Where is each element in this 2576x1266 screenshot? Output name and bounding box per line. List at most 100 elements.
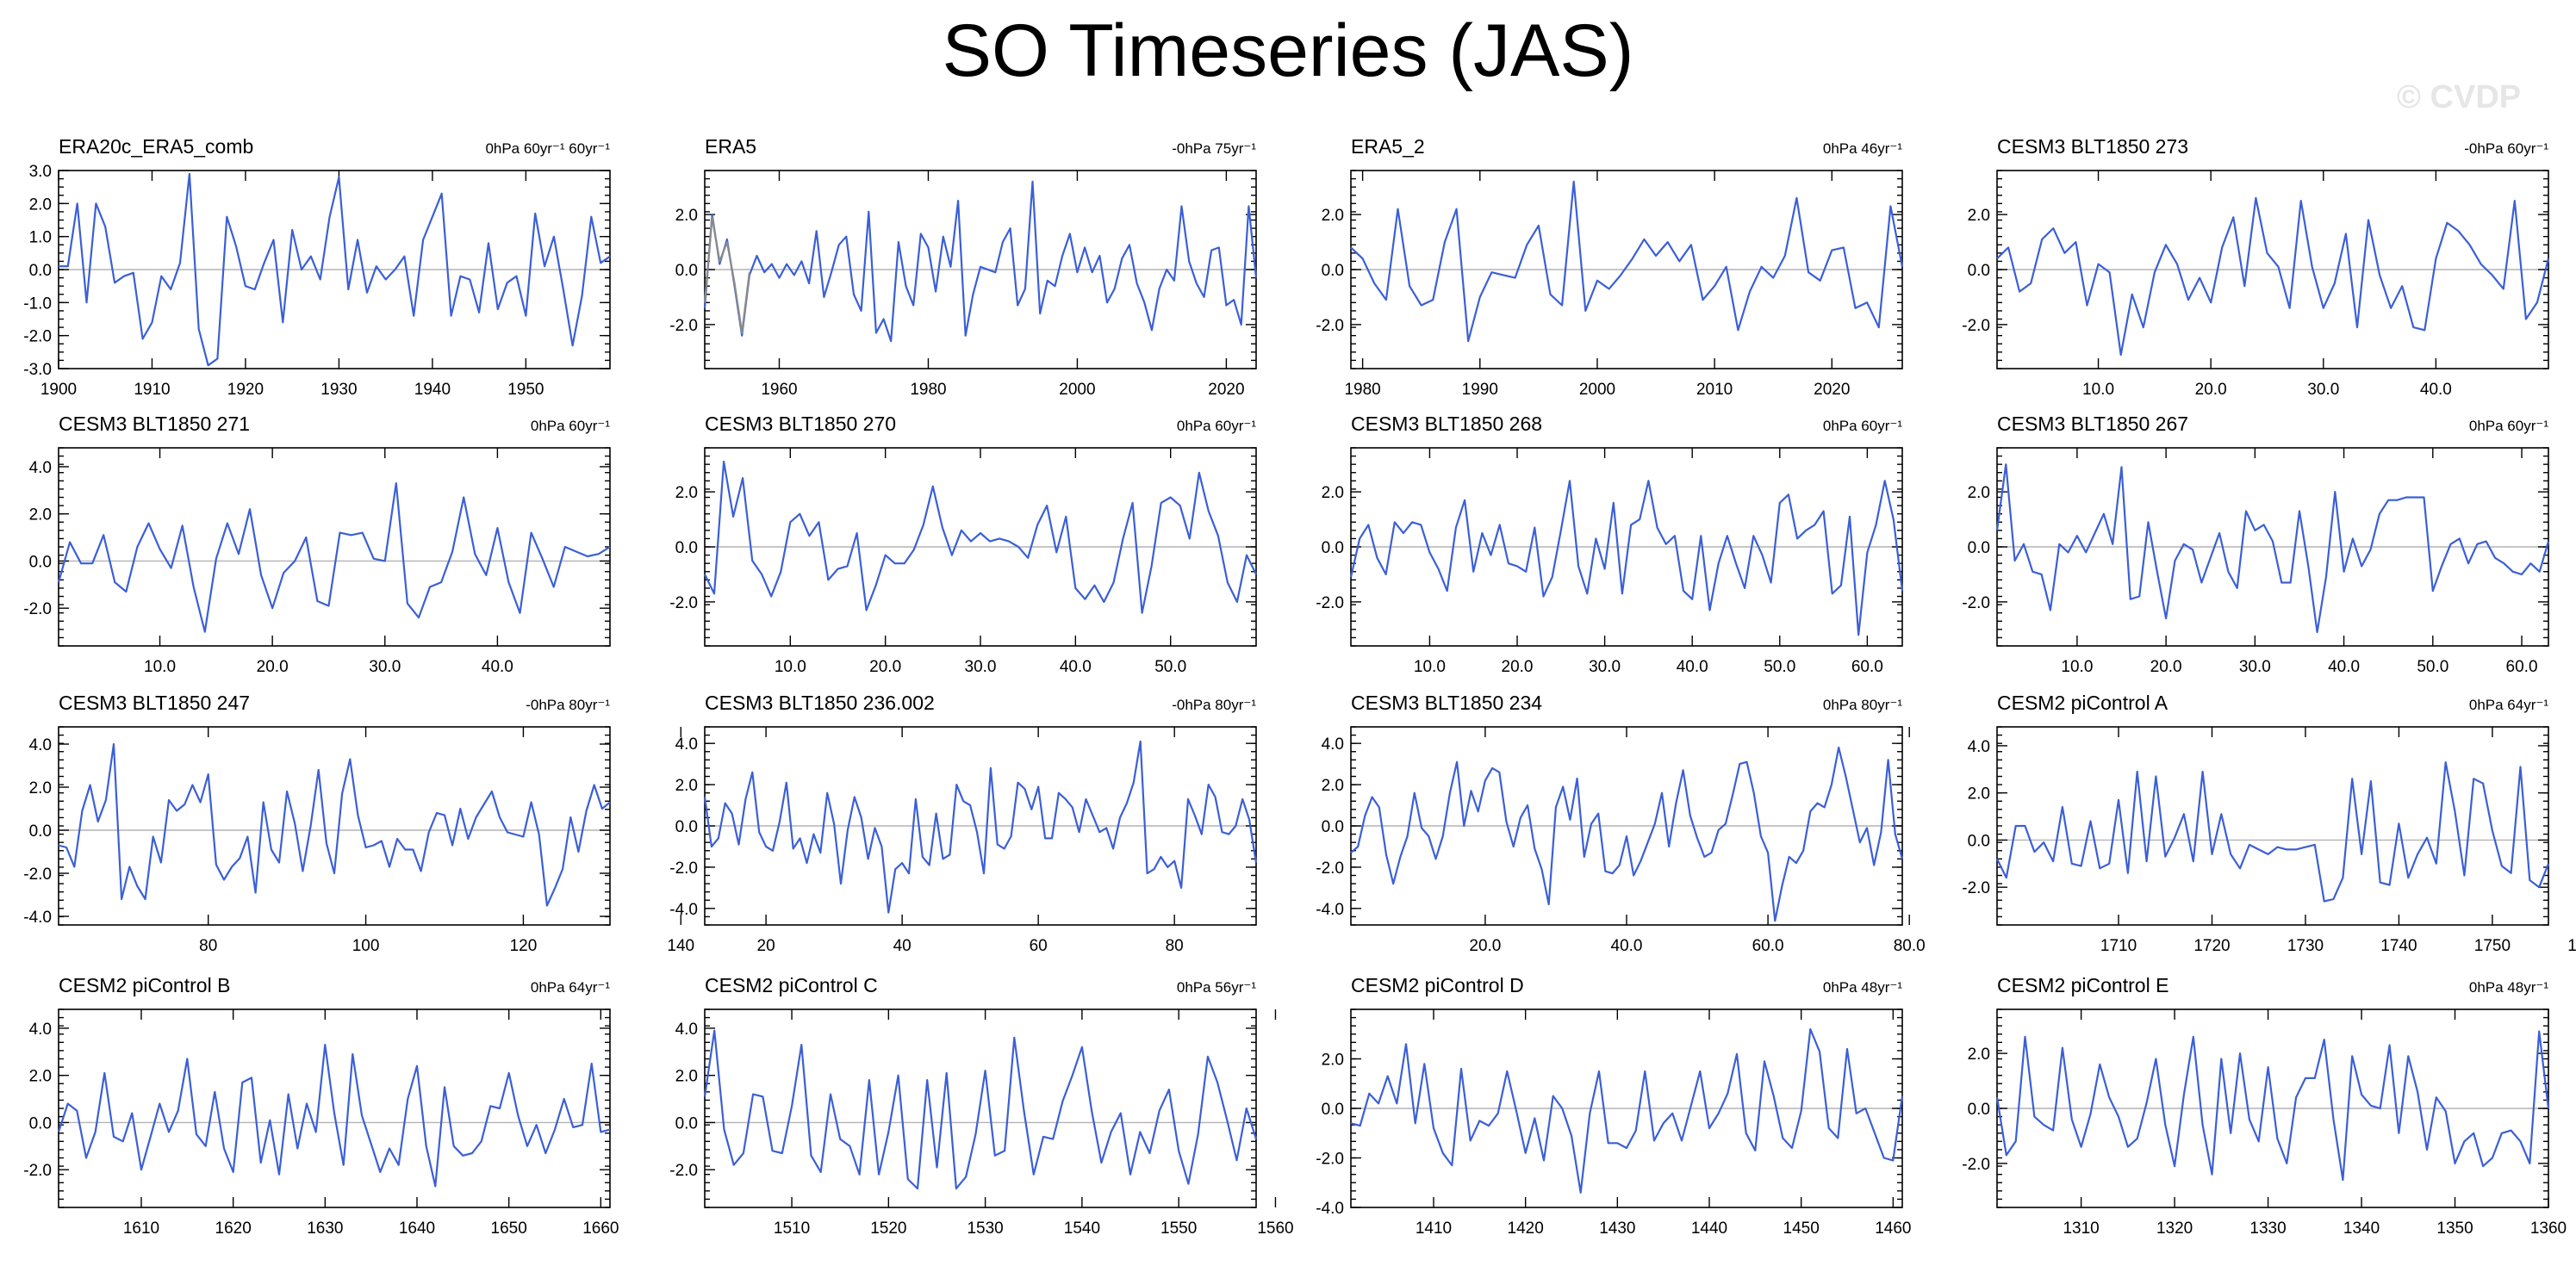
x-tick-label: 40 bbox=[893, 937, 912, 955]
y-tick-label: 1.0 bbox=[29, 229, 52, 247]
x-tick-label: 120 bbox=[510, 937, 538, 955]
y-tick-label: -2.0 bbox=[23, 1162, 52, 1180]
y-tick-label: 4.0 bbox=[1322, 735, 1344, 754]
x-tick-label: 1320 bbox=[2156, 1219, 2193, 1238]
y-tick-label: 0.0 bbox=[1968, 1101, 1990, 1119]
x-tick-label: 60.0 bbox=[2506, 658, 2538, 676]
x-tick-label: 30.0 bbox=[1589, 658, 1621, 676]
x-tick-label: 60 bbox=[1030, 937, 1048, 955]
y-tick-label: 2.0 bbox=[1968, 484, 1990, 502]
panel-title: CESM3 BLT1850 236.002 bbox=[705, 692, 935, 714]
x-tick-label: 40.0 bbox=[1611, 937, 1643, 955]
series-line bbox=[703, 1029, 1258, 1190]
y-tick-label: 2.0 bbox=[1968, 1046, 1990, 1064]
panel-meta: 0hPa 60yr⁻¹ bbox=[531, 418, 610, 434]
series-line bbox=[1350, 180, 1904, 343]
x-tick-label: 1560 bbox=[1257, 1219, 1293, 1238]
x-tick-label: 40.0 bbox=[1060, 658, 1092, 676]
panel-title: CESM3 BLT1850 271 bbox=[59, 413, 250, 435]
x-tick-label: 100 bbox=[352, 937, 380, 955]
y-tick-label: 0.0 bbox=[29, 262, 52, 280]
x-tick-label: 1450 bbox=[1783, 1219, 1820, 1238]
cvdp-watermark: © CVDP bbox=[2397, 79, 2522, 115]
overlay-series-line bbox=[703, 216, 750, 334]
x-tick-label: 1530 bbox=[967, 1219, 1003, 1238]
x-tick-label: 1620 bbox=[215, 1219, 252, 1238]
series-line bbox=[59, 172, 611, 367]
timeseries-panel: ERA5 -0hPa 75yr⁻¹ 2.0 0.0 -2.0 1960 1980 2000 20… bbox=[669, 135, 1258, 399]
y-tick-label: -3.0 bbox=[23, 361, 52, 379]
x-tick-label: 1740 bbox=[2380, 937, 2417, 955]
y-tick-label: 0.0 bbox=[1322, 818, 1344, 836]
y-tick-label: 2.0 bbox=[1322, 1052, 1344, 1070]
plot-frame bbox=[58, 447, 611, 647]
panel-meta: 0hPa 48yr⁻¹ bbox=[1823, 979, 1902, 996]
x-tick-label: 1410 bbox=[1416, 1219, 1452, 1238]
x-tick-label: 60.0 bbox=[1752, 937, 1784, 955]
x-tick-label: 20 bbox=[757, 937, 775, 955]
series-line bbox=[1996, 760, 2550, 903]
x-tick-label: 2010 bbox=[1696, 381, 1733, 399]
panel-meta: 0hPa 64yr⁻¹ bbox=[2469, 697, 2548, 713]
panel-meta: 0hPa 80yr⁻¹ bbox=[1823, 697, 1902, 713]
x-tick-label: 1350 bbox=[2436, 1219, 2473, 1238]
y-tick-label: 0.0 bbox=[675, 539, 698, 557]
y-tick-label: 2.0 bbox=[675, 777, 698, 795]
timeseries-panel: CESM2 piControl C 0hPa 56yr⁻¹ 4.0 2.0 0.0 -2.… bbox=[669, 974, 1293, 1238]
y-tick-label: 0.0 bbox=[1322, 539, 1344, 557]
x-tick-label: 30.0 bbox=[2239, 658, 2271, 676]
timeseries-panel: CESM3 BLT1850 273 -0hPa 60yr⁻¹ 2.0 0.0 -2.0 1… bbox=[1962, 135, 2550, 399]
panel-meta: 0hPa 48yr⁻¹ bbox=[2469, 979, 2548, 996]
x-tick-label: 1640 bbox=[399, 1219, 435, 1238]
x-tick-label: 1550 bbox=[1160, 1219, 1197, 1238]
x-tick-label: 10.0 bbox=[2061, 658, 2093, 676]
x-tick-label: 1650 bbox=[491, 1219, 527, 1238]
x-tick-label: 1660 bbox=[582, 1219, 619, 1238]
series-line bbox=[703, 180, 1258, 343]
x-tick-label: 1980 bbox=[910, 381, 946, 399]
y-tick-label: -2.0 bbox=[1962, 317, 1990, 335]
series-line bbox=[58, 742, 611, 907]
x-tick-label: 30.0 bbox=[965, 658, 997, 676]
y-tick-label: -2.0 bbox=[669, 317, 698, 335]
panel-meta: -0hPa 75yr⁻¹ bbox=[1172, 140, 1256, 157]
x-tick-label: 10.0 bbox=[2082, 381, 2114, 399]
x-tick-label: 1760 bbox=[2567, 937, 2576, 955]
x-tick-label: 20.0 bbox=[1469, 937, 1501, 955]
timeseries-panel: CESM2 piControl A 0hPa 64yr⁻¹ 4.0 2.0 0.0 -2.… bbox=[1962, 692, 2576, 955]
x-tick-label: 20.0 bbox=[2195, 381, 2227, 399]
panel-title: CESM3 BLT1850 234 bbox=[1351, 692, 1542, 714]
x-tick-label: 50.0 bbox=[2417, 658, 2448, 676]
x-tick-label: 20.0 bbox=[2150, 658, 2182, 676]
y-tick-label: 0.0 bbox=[1968, 262, 1990, 280]
x-tick-label: 1900 bbox=[40, 381, 77, 399]
y-tick-label: 4.0 bbox=[1968, 738, 1990, 756]
x-tick-label: 1990 bbox=[1462, 381, 1498, 399]
series-line bbox=[57, 481, 611, 633]
timeseries-panel: CESM3 BLT1850 267 0hPa 60yr⁻¹ 2.0 0.0 -2.0 10… bbox=[1962, 413, 2550, 676]
series-line bbox=[704, 460, 1257, 614]
y-tick-label: 0.0 bbox=[1322, 262, 1344, 280]
panel-meta: 0hPa 60yr⁻¹ bbox=[2469, 418, 2548, 434]
y-tick-label: -2.0 bbox=[1316, 1151, 1344, 1169]
y-tick-label: -2.0 bbox=[1962, 879, 1990, 897]
x-tick-label: 1420 bbox=[1508, 1219, 1544, 1238]
y-tick-label: -2.0 bbox=[23, 328, 52, 346]
x-tick-label: 1910 bbox=[134, 381, 170, 399]
series-line bbox=[1995, 463, 2550, 634]
page-title: SO Timeseries (JAS) bbox=[942, 9, 1634, 92]
y-tick-label: 0.0 bbox=[675, 1114, 698, 1133]
y-tick-label: 0.0 bbox=[675, 262, 698, 280]
x-tick-label: 1510 bbox=[774, 1219, 810, 1238]
x-tick-label: 1330 bbox=[2249, 1219, 2286, 1238]
y-tick-label: 3.0 bbox=[29, 163, 52, 181]
x-tick-label: 80 bbox=[1166, 937, 1184, 955]
x-tick-label: 1340 bbox=[2343, 1219, 2380, 1238]
panel-meta: -0hPa 80yr⁻¹ bbox=[526, 697, 610, 713]
x-tick-label: 2000 bbox=[1059, 381, 1095, 399]
series-line bbox=[703, 740, 1258, 914]
x-tick-label: 10.0 bbox=[775, 658, 806, 676]
series-line bbox=[57, 1043, 611, 1188]
plot-frame bbox=[1996, 726, 2549, 926]
panel-title: CESM3 BLT1850 270 bbox=[705, 413, 896, 435]
